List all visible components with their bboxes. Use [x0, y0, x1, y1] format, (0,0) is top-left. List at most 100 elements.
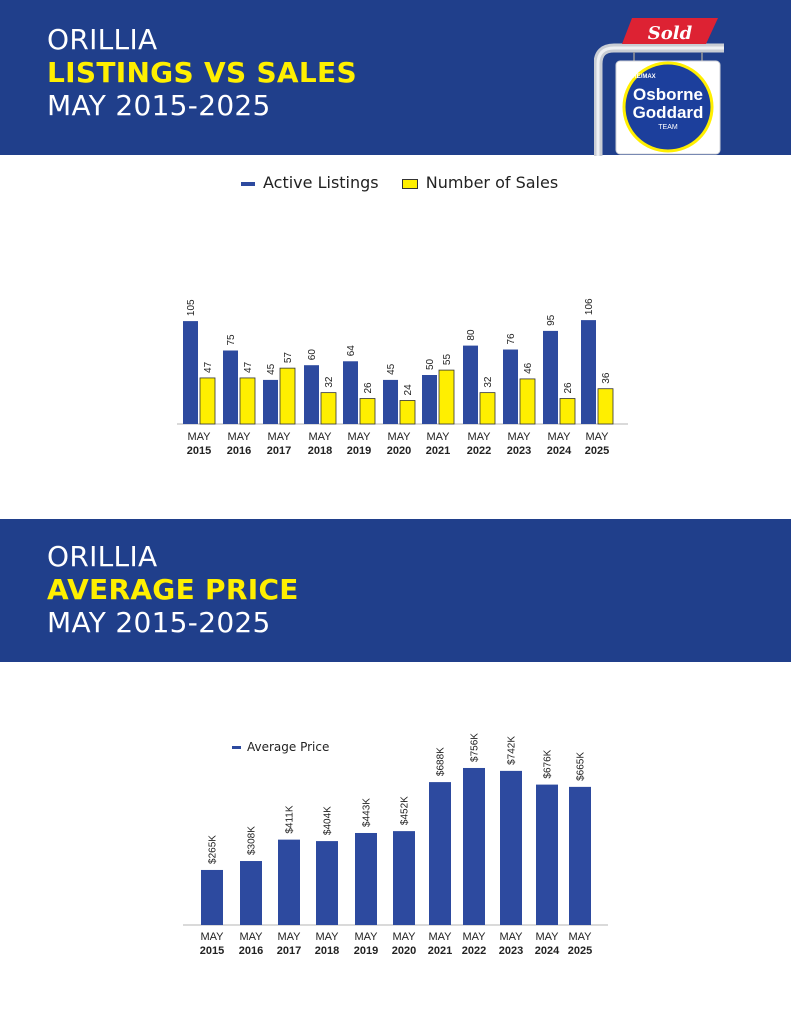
data-label: 75	[226, 334, 237, 346]
sales-bar	[559, 398, 576, 425]
listings-bar	[343, 361, 358, 424]
data-label: 55	[442, 354, 453, 366]
sales-bar	[519, 378, 536, 425]
price-bar	[429, 782, 451, 925]
listings-bar	[183, 321, 198, 424]
data-label: 26	[563, 382, 574, 394]
x-tick-month: MAY	[467, 431, 491, 443]
x-tick-month: MAY	[187, 431, 211, 443]
data-label: 24	[403, 384, 414, 396]
osborne-goddard-logo: Sold RE/MAX Osborne Goddard TEAM	[594, 18, 724, 156]
x-tick-year: 2023	[499, 945, 523, 957]
data-label: 32	[483, 376, 494, 388]
data-label: 45	[266, 363, 277, 375]
price-bar	[500, 770, 522, 925]
x-tick-month: MAY	[227, 431, 251, 443]
sales-bar	[279, 367, 296, 425]
x-tick-month: MAY	[547, 431, 571, 443]
listings-vs-sales-chart: 105 47 MAY 2015 75 47 MAY 2016 45 57 MAY 2017 60 32 MA…	[177, 298, 628, 457]
data-label: 50	[425, 358, 436, 370]
data-label: 45	[386, 363, 397, 375]
legend-sales-swatch	[401, 178, 418, 189]
x-tick-month: MAY	[354, 931, 378, 943]
data-label: $265K	[208, 835, 219, 864]
x-tick-month: MAY	[507, 431, 531, 443]
listings-bar	[543, 330, 558, 424]
x-tick-month: MAY	[200, 931, 224, 943]
header-period: MAY 2015-2025	[47, 89, 271, 122]
x-tick-year: 2024	[547, 445, 572, 457]
listings-bar	[223, 350, 238, 424]
x-tick-month: MAY	[347, 431, 371, 443]
header-banner-price: ORILLIA AVERAGE PRICE MAY 2015-2025	[0, 519, 791, 662]
data-label: 76	[506, 333, 517, 345]
data-label: 106	[584, 298, 595, 315]
data-label: $688K	[436, 747, 447, 776]
legend-listings-swatch	[241, 181, 255, 186]
x-tick-year: 2016	[239, 945, 263, 957]
data-label: 26	[363, 382, 374, 394]
x-tick-year: 2021	[428, 945, 452, 957]
data-label: $756K	[470, 733, 481, 762]
data-label: $404K	[323, 806, 334, 835]
header-period: MAY 2015-2025	[47, 606, 271, 639]
logo-goddard: Goddard	[633, 103, 704, 122]
sales-bar	[597, 388, 614, 425]
data-label: 60	[307, 349, 318, 361]
x-tick-year: 2016	[227, 445, 251, 457]
x-tick-year: 2020	[387, 445, 411, 457]
header-city: ORILLIA	[47, 23, 158, 56]
x-tick-month: MAY	[499, 931, 523, 943]
price-bar	[463, 767, 485, 925]
legend-listings-label: Active Listings	[263, 173, 379, 192]
sold-text: Sold	[648, 23, 693, 44]
header-city: ORILLIA	[47, 540, 158, 573]
data-label: $742K	[507, 736, 518, 765]
price-bar	[393, 831, 415, 925]
listings-bar	[422, 375, 437, 424]
x-tick-year: 2024	[535, 945, 560, 957]
x-tick-month: MAY	[387, 431, 411, 443]
sales-bar	[399, 400, 416, 425]
price-bar	[536, 784, 558, 925]
x-tick-month: MAY	[308, 431, 332, 443]
price-bar	[316, 841, 338, 925]
price-bar	[201, 869, 223, 925]
x-tick-month: MAY	[315, 931, 339, 943]
data-label: $443K	[362, 798, 373, 827]
price-bar	[355, 832, 377, 925]
listings-bar	[383, 379, 398, 424]
x-tick-month: MAY	[239, 931, 263, 943]
x-tick-year: 2022	[462, 945, 486, 957]
x-tick-year: 2023	[507, 445, 531, 457]
data-label: 57	[283, 352, 294, 364]
x-tick-year: 2020	[392, 945, 416, 957]
logo-team: TEAM	[658, 124, 678, 131]
sales-bar	[199, 377, 216, 425]
average-price-chart: $265K MAY 2015 $308K MAY 2016 $411K MAY 2017 $404…	[183, 733, 608, 957]
data-label: 64	[346, 345, 357, 357]
x-tick-month: MAY	[568, 931, 592, 943]
chart1-legend: Active Listings Number of Sales	[241, 173, 558, 192]
listings-bar	[503, 349, 518, 424]
data-label: 32	[324, 376, 335, 388]
data-label: $676K	[543, 749, 554, 778]
x-tick-month: MAY	[277, 931, 301, 943]
sales-bar	[359, 398, 376, 425]
price-bar	[278, 839, 300, 925]
listings-bar	[463, 345, 478, 424]
chart2-legend: Average Price	[232, 740, 329, 754]
sales-bar	[479, 392, 496, 425]
data-label: $308K	[247, 826, 258, 855]
legend-sales-label: Number of Sales	[425, 173, 559, 192]
sales-bar	[239, 377, 256, 425]
x-tick-month: MAY	[585, 431, 609, 443]
data-label: 105	[186, 299, 197, 316]
x-tick-year: 2018	[308, 445, 332, 457]
data-label: 80	[466, 329, 477, 341]
data-label: 95	[546, 314, 557, 326]
price-bar	[569, 786, 591, 925]
listings-bar	[263, 379, 278, 424]
x-tick-month: MAY	[428, 931, 452, 943]
x-tick-month: MAY	[535, 931, 559, 943]
